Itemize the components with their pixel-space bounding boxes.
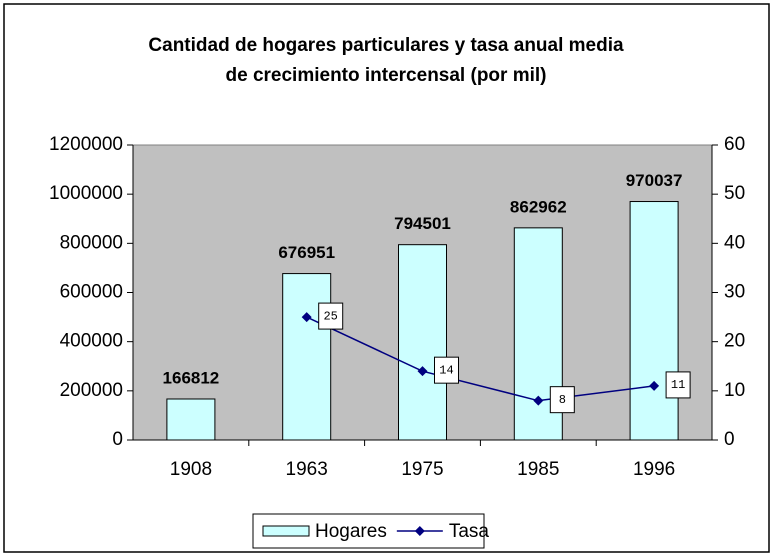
y2-tick-label: 60 [724, 134, 745, 155]
x-tick-label: 1985 [517, 459, 559, 480]
legend-swatch [414, 526, 425, 536]
data-label-box [665, 371, 691, 399]
x-tick-label: 1963 [286, 459, 328, 480]
y2-tick-label: 0 [724, 429, 735, 450]
data-label: 862962 [510, 197, 567, 216]
data-label: 11 [671, 378, 685, 392]
bar [629, 201, 679, 441]
data-label-box [549, 386, 575, 414]
y2-tick-label: 20 [724, 331, 745, 352]
y-tick-label: 0 [112, 429, 123, 450]
data-label: 8 [559, 393, 566, 407]
data-label: 14 [439, 363, 453, 377]
line-marker [301, 312, 312, 323]
y-tick-label: 1000000 [49, 183, 123, 204]
data-label: 676951 [278, 243, 335, 262]
chart-title: de crecimiento intercensal (por mil) [226, 65, 547, 86]
data-label-box [434, 356, 459, 384]
y-tick-label: 800000 [60, 232, 123, 253]
x-tick-label: 1975 [401, 459, 443, 480]
data-label-box [318, 302, 344, 330]
y-tick-label: 200000 [60, 380, 123, 401]
line-marker [417, 366, 428, 377]
data-label: 970037 [626, 171, 683, 190]
legend-label: Hogares [315, 521, 387, 542]
legend-swatch [262, 525, 310, 537]
bar [282, 273, 332, 441]
y2-tick-label: 40 [724, 232, 745, 253]
line-marker [649, 380, 660, 391]
data-label: 166812 [163, 368, 220, 387]
x-tick-label: 1996 [633, 459, 675, 480]
bar [166, 398, 216, 441]
y2-tick-label: 30 [724, 282, 745, 303]
line-marker [533, 395, 544, 406]
bar [398, 244, 447, 441]
y-tick-label: 400000 [60, 331, 123, 352]
y2-tick-label: 10 [724, 380, 745, 401]
x-tick-label: 1908 [170, 459, 212, 480]
data-label: 25 [323, 309, 337, 323]
y2-tick-label: 50 [724, 183, 745, 204]
line [306, 316, 655, 402]
legend-label: Tasa [449, 521, 490, 542]
y-tick-label: 1200000 [49, 134, 123, 155]
y-tick-label: 600000 [60, 282, 123, 303]
data-label: 794501 [394, 214, 451, 233]
chart-title: Cantidad de hogares particulares y tasa … [148, 35, 624, 56]
